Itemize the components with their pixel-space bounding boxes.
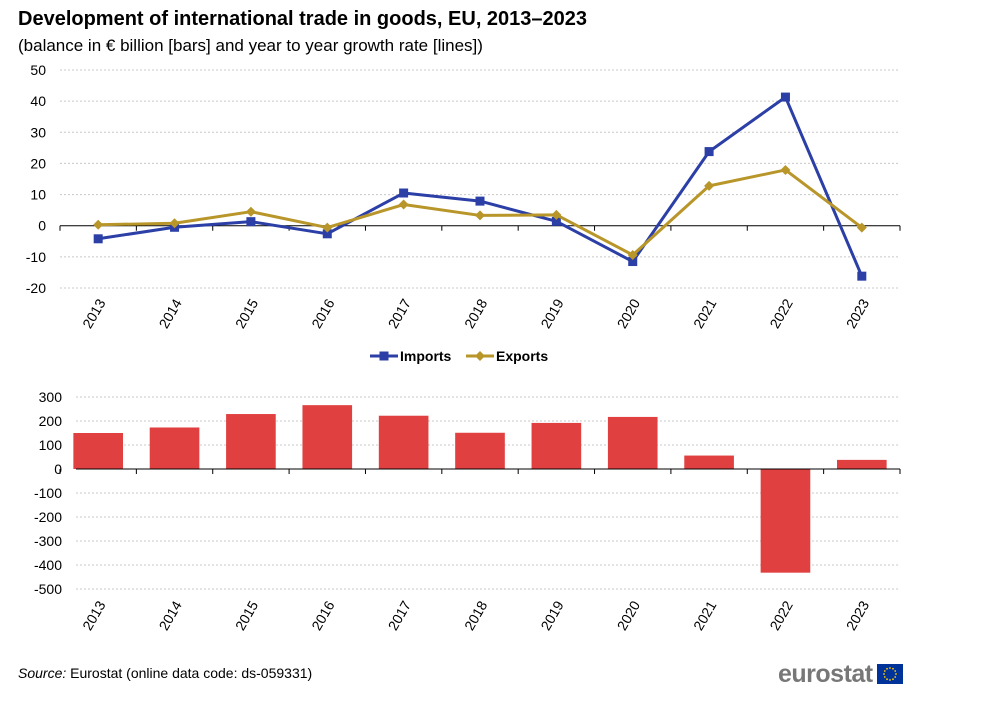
flag-star bbox=[888, 667, 891, 669]
bar-y-tick-label: 0 bbox=[54, 461, 62, 477]
exports-marker bbox=[704, 180, 715, 191]
imports-marker bbox=[704, 147, 714, 157]
source-text: Eurostat (online data code: ds-059331) bbox=[66, 665, 313, 681]
line-y-tick-label: 40 bbox=[30, 93, 46, 109]
bar-x-tick-label: 2018 bbox=[461, 598, 491, 633]
bar-x-tick-label: 2019 bbox=[537, 598, 567, 633]
line-x-tick-label: 2017 bbox=[385, 296, 415, 331]
line-x-tick-label: 2016 bbox=[308, 296, 338, 331]
balance-bar bbox=[760, 469, 811, 573]
bar-y-tick-label: -400 bbox=[34, 557, 62, 573]
bar-x-tick-label: 2013 bbox=[79, 598, 109, 633]
balance-bar bbox=[455, 432, 505, 469]
flag-star bbox=[894, 673, 897, 675]
line-y-tick-label: 30 bbox=[30, 124, 46, 140]
balance-bar bbox=[684, 455, 734, 469]
bar-y-tick-label: 100 bbox=[39, 437, 63, 453]
bar-y-tick-label: 300 bbox=[39, 389, 63, 405]
balance-bar bbox=[226, 414, 276, 469]
source-note: Source: Eurostat (online data code: ds-0… bbox=[18, 665, 312, 681]
line-x-tick-label: 2020 bbox=[614, 296, 644, 331]
line-y-tick-label: 50 bbox=[30, 62, 46, 78]
flag-star bbox=[891, 667, 894, 670]
source-label: Source: bbox=[18, 665, 67, 681]
legend-item-imports: Imports bbox=[370, 348, 452, 364]
exports-marker bbox=[551, 209, 562, 220]
flag-star bbox=[893, 676, 896, 678]
exports-marker bbox=[245, 206, 256, 217]
line-y-tick-label: 0 bbox=[38, 218, 46, 234]
flag-star bbox=[888, 679, 891, 681]
legend-marker bbox=[475, 351, 485, 361]
imports-marker bbox=[399, 188, 409, 198]
imports-marker bbox=[857, 271, 867, 281]
bar-x-tick-label: 2017 bbox=[385, 598, 415, 633]
exports-marker bbox=[475, 210, 485, 221]
series-line-imports bbox=[97, 95, 864, 277]
bar-y-tick-label: -100 bbox=[34, 485, 62, 501]
exports-marker bbox=[627, 249, 638, 260]
balance-bar bbox=[149, 427, 200, 469]
bar-y-tick-label: -500 bbox=[34, 581, 62, 597]
bar-y-tick-label: 200 bbox=[39, 413, 63, 429]
legend-label: Imports bbox=[400, 348, 452, 364]
exports-marker bbox=[322, 222, 333, 233]
flag-star bbox=[891, 678, 894, 681]
chart-title: Development of international trade in go… bbox=[18, 8, 588, 30]
line-x-tick-label: 2014 bbox=[155, 296, 185, 331]
exports-marker bbox=[780, 164, 791, 175]
bar-x-tick-label: 2023 bbox=[843, 598, 873, 633]
exports-marker bbox=[93, 219, 104, 230]
line-x-tick-label: 2021 bbox=[690, 296, 720, 331]
line-y-tick-label: -10 bbox=[26, 249, 46, 265]
flag-star bbox=[885, 667, 888, 670]
bar-x-tick-label: 2021 bbox=[690, 598, 720, 633]
line-y-tick-label: 20 bbox=[30, 155, 46, 171]
line-x-tick-label: 2013 bbox=[79, 296, 109, 331]
line-y-tick-label: -20 bbox=[26, 280, 46, 296]
imports-marker bbox=[475, 196, 485, 206]
legend-marker bbox=[379, 351, 389, 361]
flag-star bbox=[882, 673, 885, 675]
imports-marker bbox=[780, 92, 790, 102]
imports-marker bbox=[246, 217, 256, 227]
balance-bar bbox=[607, 416, 658, 469]
imports-marker bbox=[322, 229, 332, 239]
bar-x-tick-label: 2020 bbox=[614, 598, 644, 633]
exports-marker bbox=[398, 199, 409, 210]
eu-flag-icon bbox=[876, 664, 903, 684]
legend-label: Exports bbox=[496, 348, 548, 364]
flag-star bbox=[893, 670, 896, 672]
flag-star bbox=[885, 678, 888, 681]
line-x-tick-label: 2023 bbox=[843, 296, 873, 331]
exports-marker bbox=[856, 222, 867, 233]
bar-x-tick-label: 2016 bbox=[308, 598, 338, 633]
line-x-tick-label: 2019 bbox=[537, 296, 567, 331]
logo-wordmark: eurostat bbox=[778, 660, 873, 688]
eurostat-logo: eurostat bbox=[778, 661, 903, 687]
line-y-tick-label: 10 bbox=[30, 187, 46, 203]
chart-subtitle: (balance in € billion [bars] and year to… bbox=[18, 36, 483, 55]
exports-marker bbox=[169, 218, 180, 229]
bar-y-tick-label: -300 bbox=[34, 533, 62, 549]
line-x-tick-label: 2022 bbox=[766, 296, 796, 331]
balance-bar bbox=[378, 415, 429, 469]
imports-marker bbox=[551, 216, 561, 226]
balance-bar bbox=[531, 422, 582, 469]
balance-bar bbox=[837, 459, 887, 469]
bar-x-tick-label: 2014 bbox=[155, 598, 185, 633]
bar-x-tick-label: 2015 bbox=[232, 598, 262, 633]
line-x-tick-label: 2015 bbox=[232, 296, 262, 331]
bar-y-tick-label: -200 bbox=[34, 509, 62, 525]
line-x-tick-label: 2018 bbox=[461, 296, 491, 331]
balance-bar bbox=[73, 433, 123, 469]
imports-marker bbox=[628, 257, 638, 267]
flag-star bbox=[883, 676, 886, 678]
legend-item-exports: Exports bbox=[466, 348, 548, 364]
flag-star bbox=[883, 670, 886, 672]
bar-x-tick-label: 2022 bbox=[766, 598, 796, 633]
imports-marker bbox=[93, 234, 103, 244]
balance-bar bbox=[302, 405, 353, 469]
